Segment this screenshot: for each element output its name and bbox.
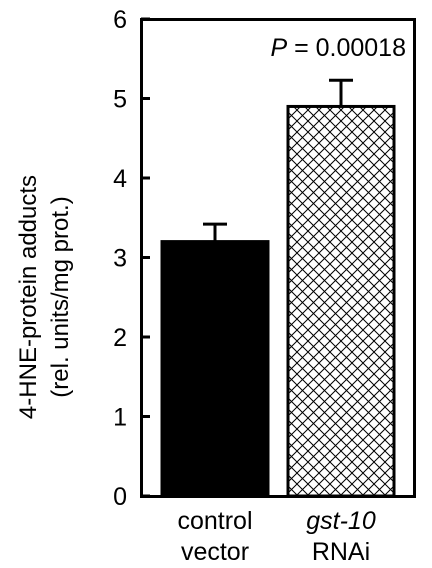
bars (160, 104, 396, 498)
category-label-control-line2: vector (181, 538, 249, 566)
bar (286, 104, 396, 498)
category-label-gst10-line2: RNAi (312, 538, 370, 566)
y-tick-label: 5 (113, 86, 127, 114)
y-axis-label-line2: (rel. units/mg prot.) (47, 196, 74, 397)
category-label-gst10-line1: gst-10 (306, 507, 376, 535)
y-tick-label: 4 (113, 165, 127, 193)
y-ticks: 0 1 2 3 4 5 6 (113, 6, 150, 511)
category-label-control-line1: control (177, 507, 252, 535)
y-tick-label: 1 (113, 404, 127, 432)
y-tick-label: 0 (113, 483, 127, 511)
p-symbol: P (270, 34, 287, 62)
p-value-annotation: P = 0.00018 (270, 34, 406, 62)
p-value-text: = 0.00018 (287, 34, 406, 62)
y-tick-label: 3 (113, 245, 127, 273)
y-tick-label: 6 (113, 6, 127, 34)
bar (160, 240, 270, 498)
y-tick-label: 2 (113, 324, 127, 352)
y-axis-label-line1: 4-HNE-protein adducts (15, 175, 42, 419)
error-bars (203, 78, 353, 242)
